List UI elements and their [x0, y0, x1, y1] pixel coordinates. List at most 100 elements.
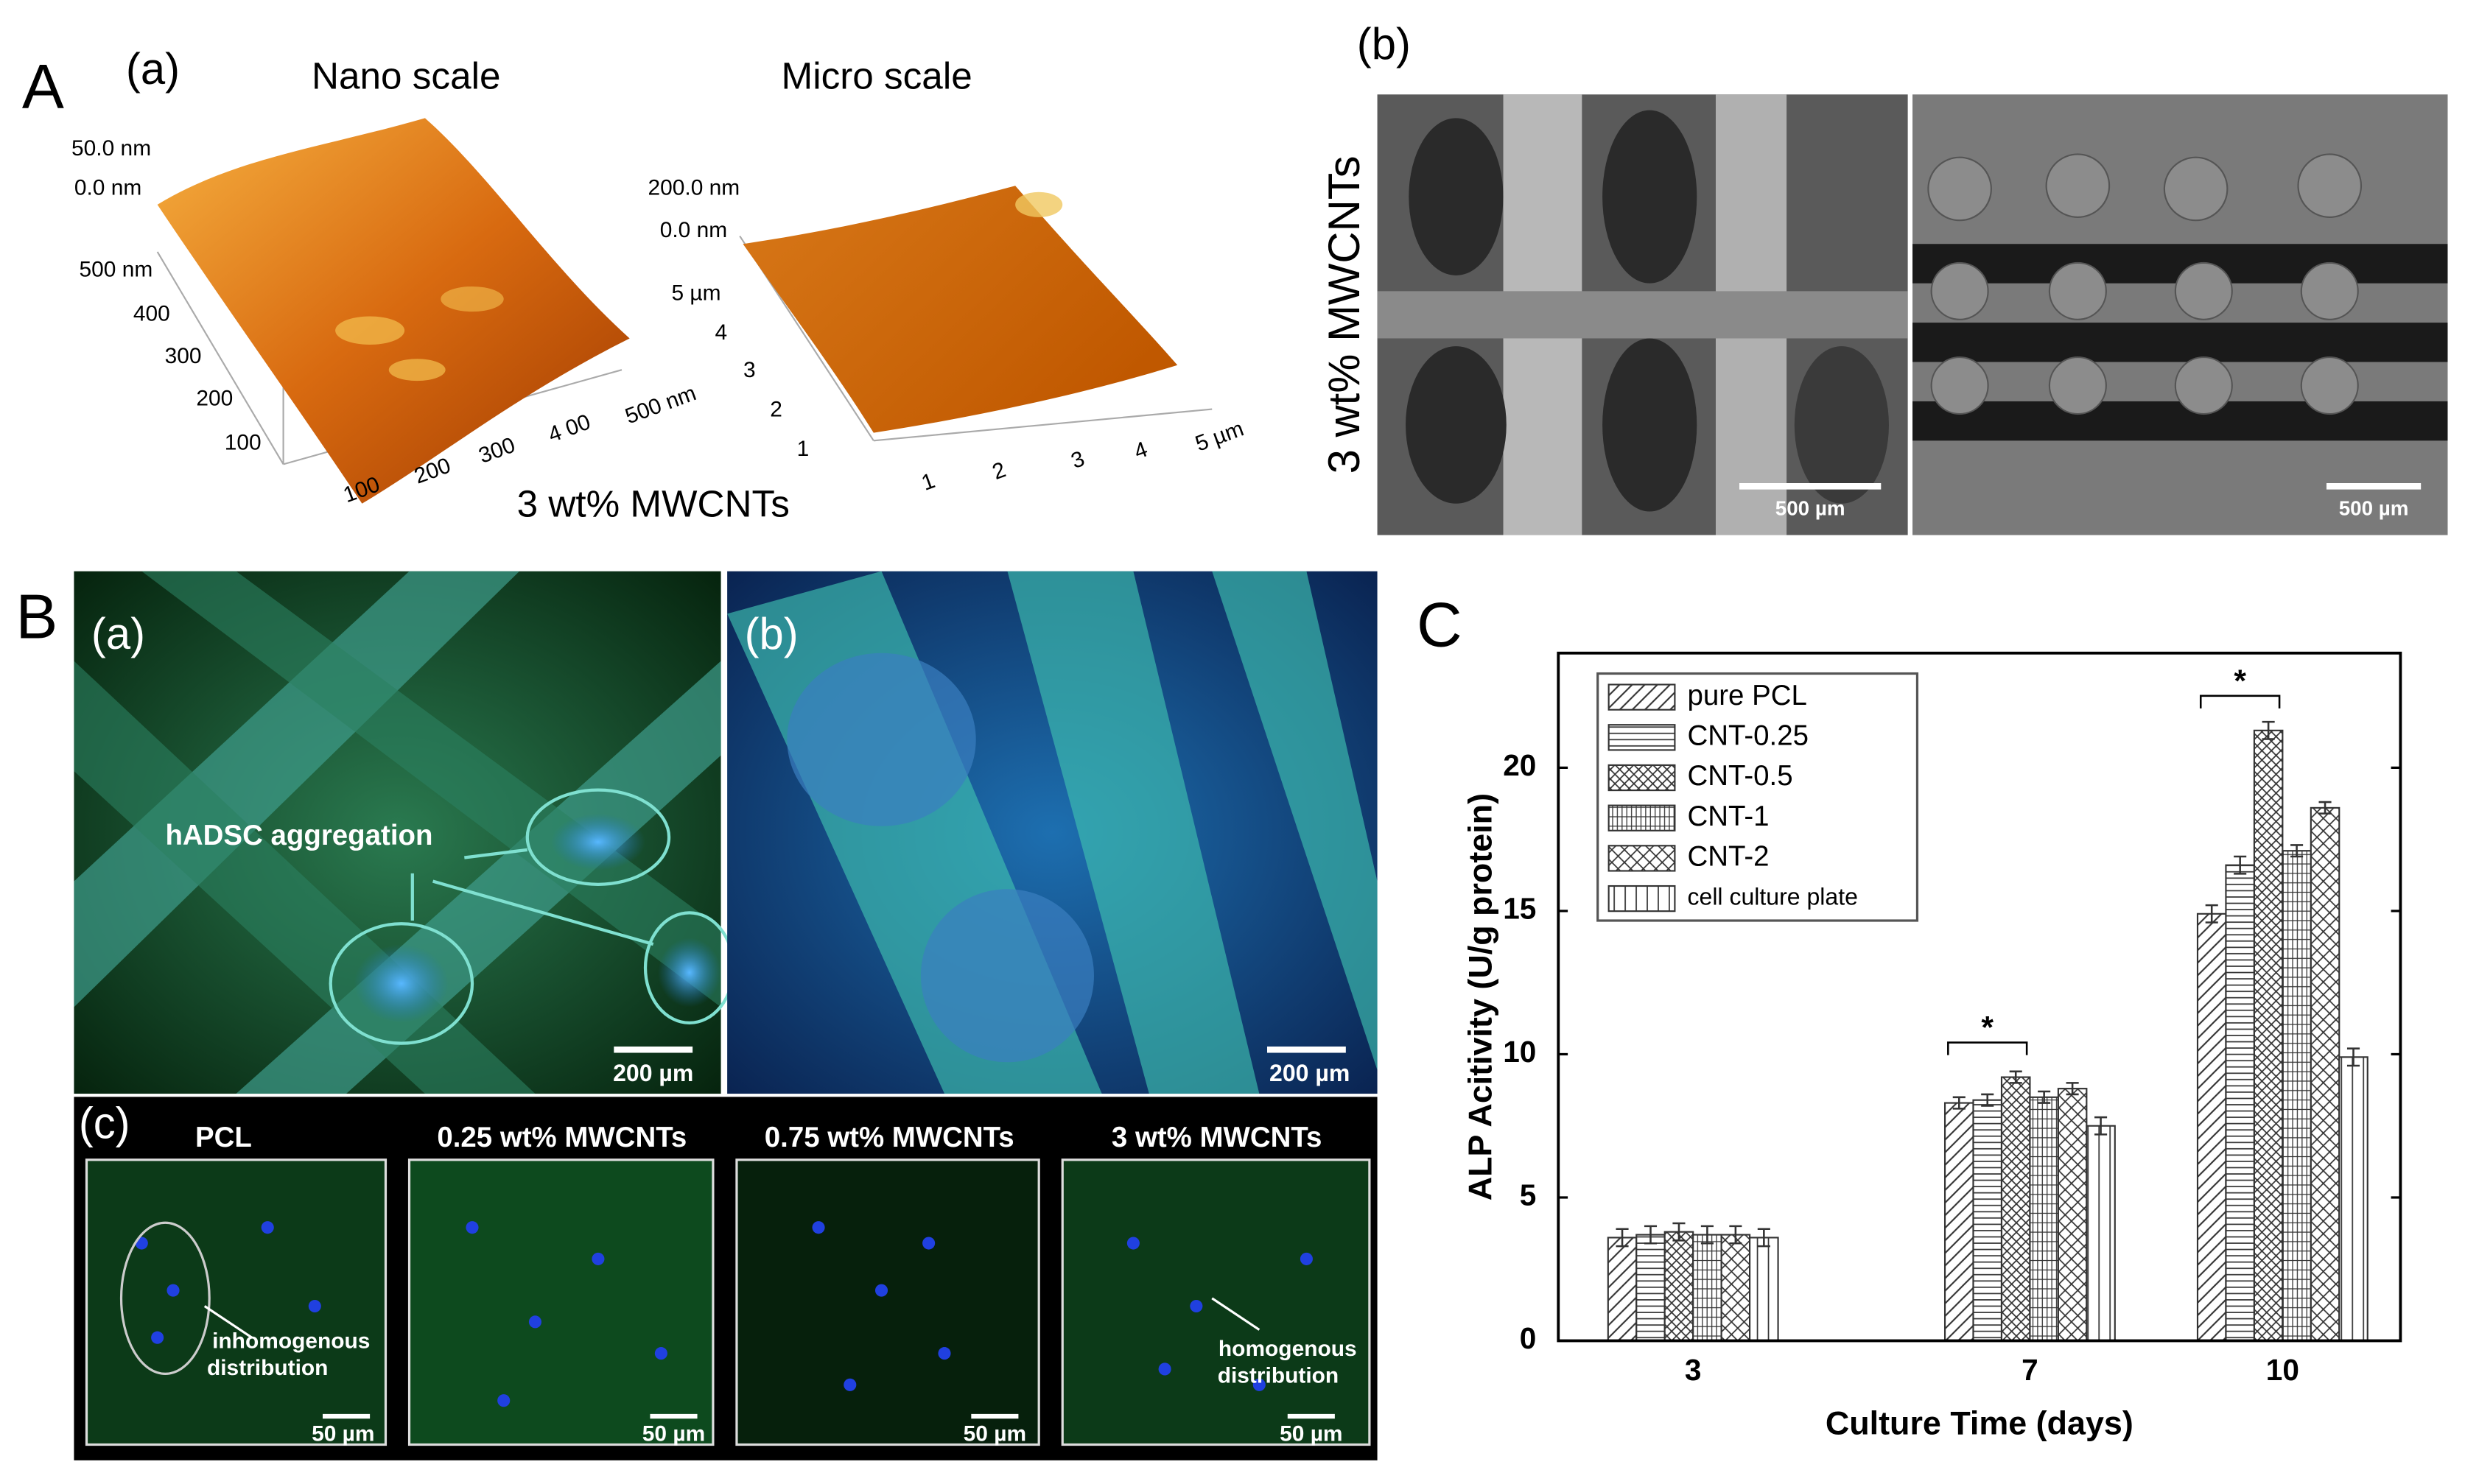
legend-swatch: [1607, 804, 1676, 831]
plot-frame: [1557, 651, 2402, 1343]
legend-box: [1596, 672, 1919, 922]
legend-label: CNT-1: [1687, 801, 1769, 832]
error-bar: [1981, 1093, 1994, 1107]
cell-cluster: [550, 813, 646, 871]
sem-fiber-ends: [1927, 153, 2363, 415]
sem-gap: [1912, 323, 2448, 362]
x-tick-label: 10: [2266, 1353, 2299, 1387]
error-bar: [2009, 1070, 2022, 1084]
error-bar: [2346, 1047, 2360, 1067]
label: 0.75 wt% MWCNTs: [765, 1122, 1014, 1153]
legend-label: CNT-0.5: [1687, 760, 1792, 792]
bar: [1943, 1102, 1974, 1342]
label: B: [15, 583, 57, 653]
fluorescence-images: [74, 571, 1378, 1460]
significance-bracket: [1947, 1041, 2028, 1055]
sem-pore: [1794, 346, 1889, 504]
label: (a): [126, 44, 180, 94]
label: 50 µm: [964, 1422, 1026, 1446]
label: 0.25 wt% MWCNTs: [437, 1122, 687, 1153]
label: Micro scale: [781, 54, 972, 96]
legend-swatch: [1607, 724, 1676, 751]
significance-mark: *: [2234, 664, 2246, 699]
label: (c): [79, 1099, 130, 1148]
label: 5 µm: [671, 281, 720, 306]
label: A: [22, 52, 64, 122]
error-bar: [1672, 1222, 1686, 1242]
bar: [1692, 1234, 1722, 1342]
sem-fiber: [1377, 291, 1908, 339]
legend-swatch: [1607, 885, 1676, 912]
bar-chart: 0 5 10 15 20 3 7 10 Culture Time (days) ALP Aciti…: [1462, 651, 2402, 1442]
surface-feature: [441, 286, 504, 312]
strip-images: [85, 1158, 1371, 1446]
label: 2: [770, 398, 782, 422]
bar: [2057, 1088, 2088, 1342]
label: inhomogenous: [212, 1329, 370, 1354]
label: 4 00: [545, 409, 594, 447]
label: 400: [133, 301, 170, 326]
surface-feature: [335, 316, 405, 345]
legend-swatch: [1607, 683, 1676, 711]
error-bar: [2318, 801, 2332, 815]
label: 5 µm: [1192, 417, 1246, 457]
label: 4: [1131, 437, 1151, 464]
bar: [1635, 1234, 1666, 1342]
sem-image: [1912, 94, 2448, 535]
sem-pore: [1409, 118, 1504, 275]
label: 500 µm: [1775, 497, 1845, 520]
scaffold-pore: [920, 889, 1094, 1063]
cell-cluster: [354, 944, 449, 1023]
micro-surface: [743, 186, 1178, 433]
bar: [2000, 1076, 2031, 1342]
error-bar: [1700, 1225, 1714, 1245]
label: Nano scale: [312, 54, 500, 96]
error-bar: [1952, 1096, 1966, 1110]
label: 300: [476, 433, 519, 468]
error-bar: [1729, 1225, 1742, 1245]
sem-gap: [1912, 401, 2448, 441]
legend-label: CNT-2: [1687, 841, 1769, 873]
label: 50.0 nm: [71, 136, 151, 161]
label: 2: [989, 457, 1009, 485]
error-bar: [2205, 904, 2218, 924]
x-tick-label: 7: [2022, 1353, 2038, 1387]
scaffold-pore: [787, 653, 976, 826]
label: 1: [797, 437, 810, 461]
significance-bracket: [2199, 694, 2281, 708]
afm-images: [156, 118, 1213, 504]
error-bar: [2066, 1082, 2079, 1096]
y-tick-label: 10: [1503, 1035, 1536, 1069]
label: 3 wt% MWCNTs: [1319, 155, 1369, 474]
x-axis-label: Culture Time (days): [1826, 1404, 2133, 1442]
bar: [1663, 1231, 1694, 1342]
bar: [1607, 1237, 1638, 1342]
bar: [1972, 1099, 2003, 1342]
bar: [2086, 1125, 2116, 1342]
error-bar: [2038, 1090, 2051, 1104]
y-tick-label: 15: [1503, 892, 1536, 926]
bar: [2282, 850, 2312, 1342]
label: 100: [225, 431, 262, 455]
y-axis-label: ALP Acitivity (U/g protein): [1462, 793, 1499, 1200]
label: (b): [1357, 19, 1411, 68]
label: (a): [91, 609, 145, 658]
label: 0.0 nm: [74, 175, 141, 200]
label: 200.0 nm: [648, 175, 740, 200]
label: 0.0 nm: [660, 218, 727, 242]
sem-pore: [1602, 110, 1697, 284]
label: 1: [919, 468, 939, 496]
legend-label: cell culture plate: [1687, 884, 1857, 910]
label: hADSC aggregation: [165, 820, 432, 851]
sem-pore: [1602, 338, 1697, 512]
sem-pore: [1406, 346, 1507, 504]
label: 50 µm: [312, 1422, 374, 1446]
bar: [1720, 1234, 1751, 1342]
y-tick-label: 5: [1520, 1178, 1537, 1212]
label: distribution: [207, 1356, 328, 1380]
label: C: [1417, 590, 1462, 660]
label: 3: [1068, 446, 1088, 474]
label: PCL: [195, 1122, 252, 1153]
sem-images: [1377, 94, 2448, 535]
